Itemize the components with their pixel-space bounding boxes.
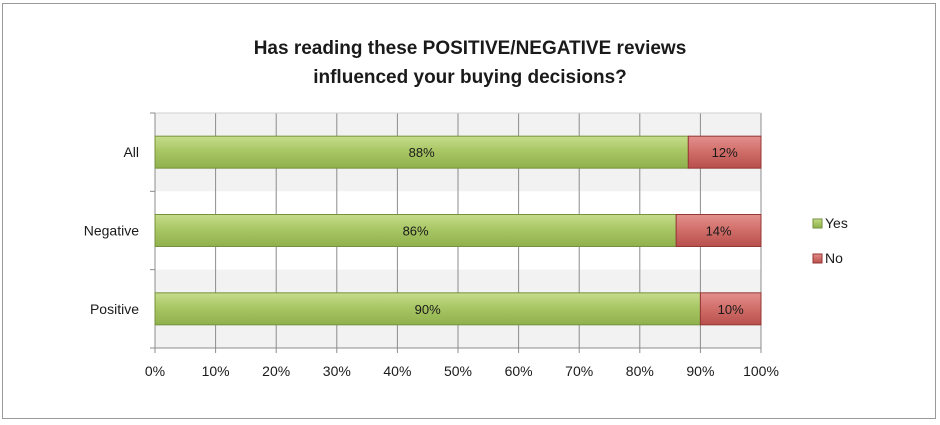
x-tick-label: 10% <box>202 363 230 379</box>
legend-swatch-no <box>812 253 823 264</box>
legend-label-no: No <box>825 250 843 266</box>
legend-label-yes: Yes <box>825 215 848 231</box>
x-tick-label: 40% <box>383 363 411 379</box>
bar-yes-negative <box>154 214 677 247</box>
bar-yes-positive <box>154 292 701 326</box>
x-tick-label: 90% <box>686 363 714 379</box>
category-label: All <box>123 144 139 160</box>
x-tick-label: 20% <box>262 363 290 379</box>
x-tick-label: 0% <box>145 363 165 379</box>
bar-no-all <box>687 135 762 169</box>
data-label-yes: 88% <box>409 145 435 160</box>
x-tick-label: 30% <box>323 363 351 379</box>
chart-title: Has reading these POSITIVE/NEGATIVE revi… <box>0 34 940 92</box>
bar-no-positive <box>699 292 762 326</box>
legend-swatch-yes <box>812 218 823 229</box>
x-tick-label: 50% <box>444 363 472 379</box>
chart-title-line-1: Has reading these POSITIVE/NEGATIVE revi… <box>253 38 687 59</box>
x-tick-label: 100% <box>743 363 779 379</box>
data-label-no: 10% <box>718 302 744 317</box>
category-label: Positive <box>90 301 139 317</box>
x-tick-label: 80% <box>626 363 654 379</box>
data-label-no: 14% <box>706 224 732 239</box>
category-label: Negative <box>84 223 139 239</box>
data-label-yes: 86% <box>403 224 429 239</box>
chart-title-line-2: influenced your buying decisions? <box>313 67 627 88</box>
bar-no-negative <box>675 214 762 247</box>
data-label-yes: 90% <box>415 302 441 317</box>
bar-yes-all <box>154 135 689 169</box>
x-tick-label: 70% <box>565 363 593 379</box>
data-label-no: 12% <box>712 145 738 160</box>
x-tick-label: 60% <box>505 363 533 379</box>
